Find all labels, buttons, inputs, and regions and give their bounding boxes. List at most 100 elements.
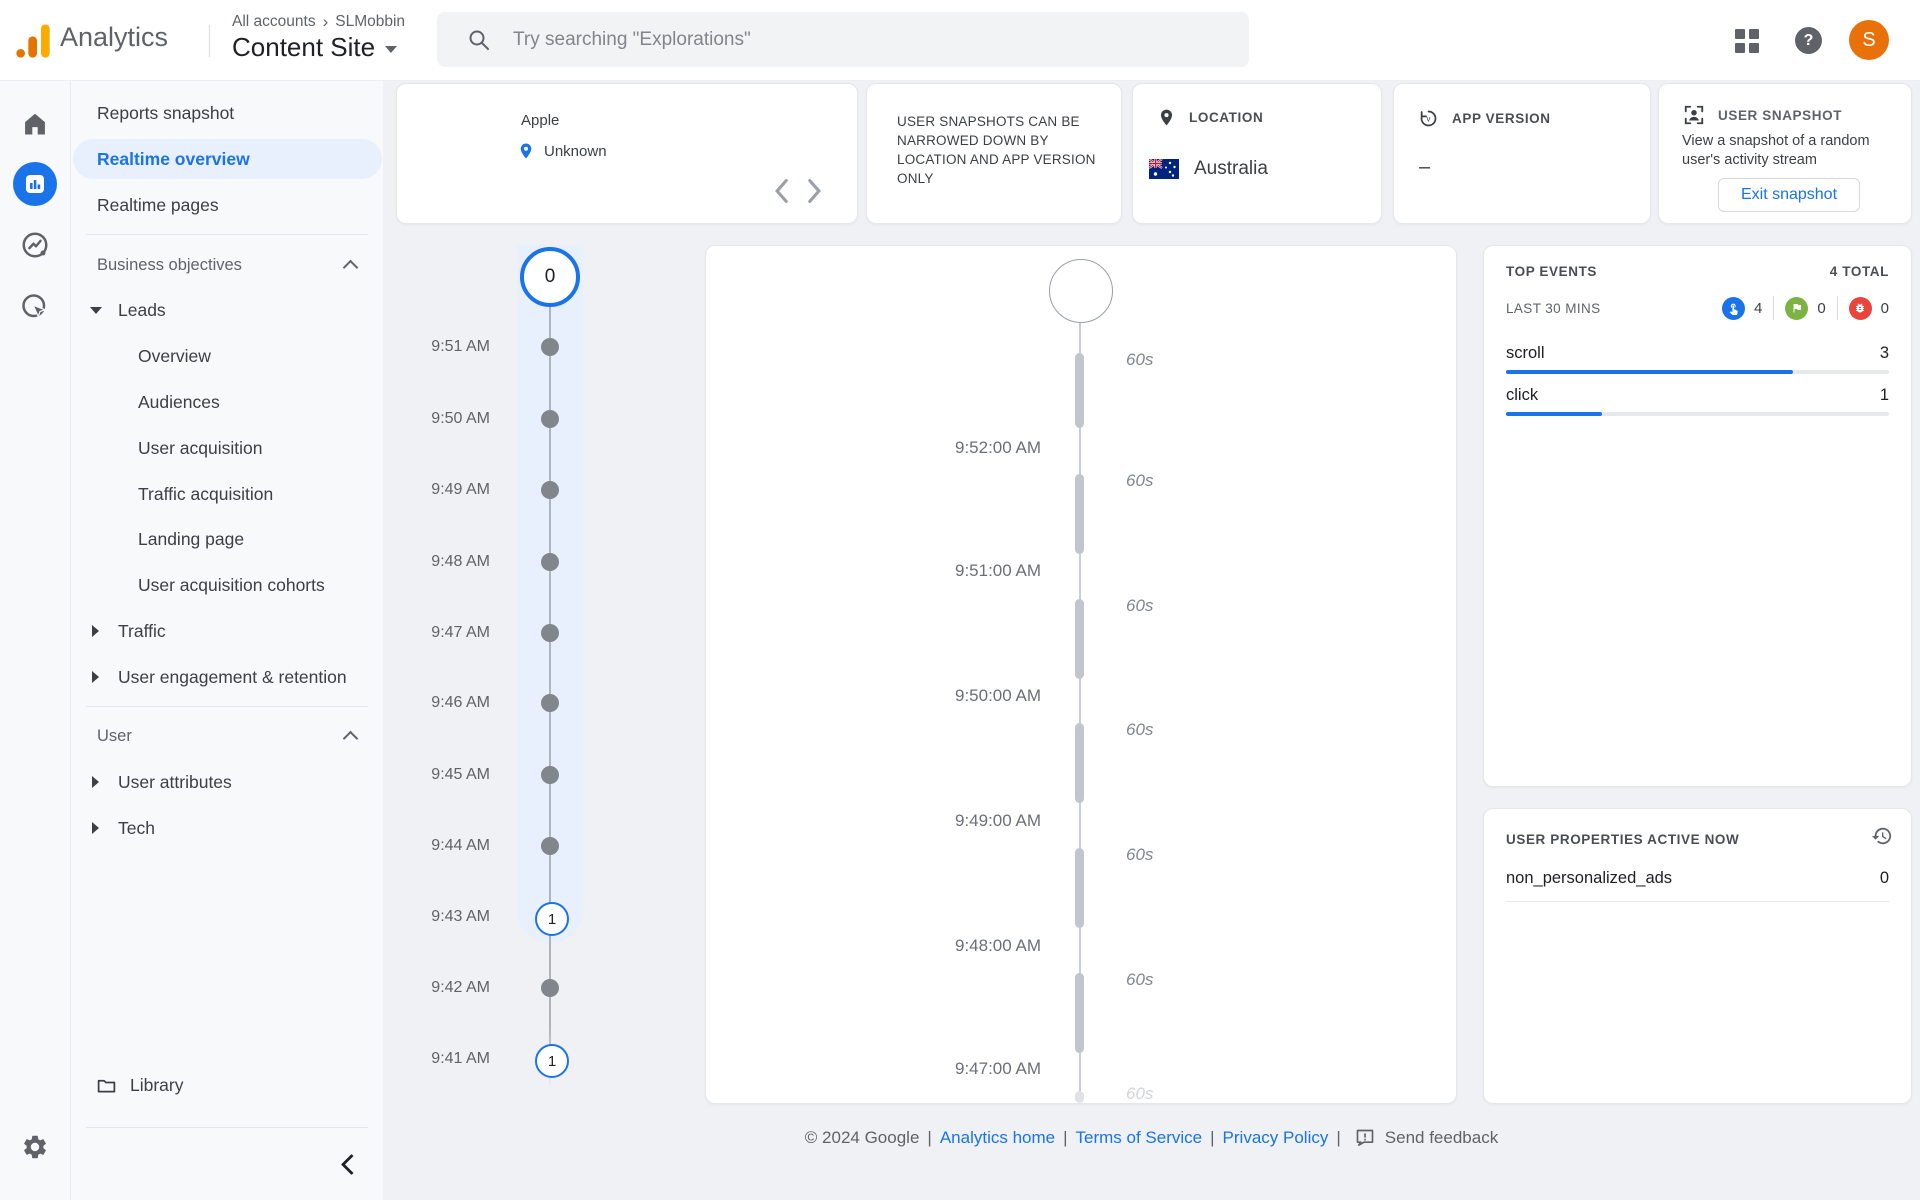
minute-dot[interactable] bbox=[541, 338, 559, 356]
avatar[interactable]: S bbox=[1849, 20, 1889, 60]
minute-dot[interactable] bbox=[541, 624, 559, 642]
minute-dot[interactable] bbox=[541, 410, 559, 428]
minute-event-count[interactable]: 1 bbox=[535, 902, 569, 936]
event-bar-track bbox=[1506, 370, 1889, 374]
minute-dot[interactable] bbox=[541, 481, 559, 499]
bug-count: 0 bbox=[1880, 299, 1889, 317]
footer-separator: | bbox=[1063, 1128, 1068, 1147]
property-name[interactable]: Content Site bbox=[232, 32, 376, 62]
minute-dot[interactable] bbox=[541, 979, 559, 997]
caret-right-icon[interactable] bbox=[92, 776, 99, 788]
home-icon[interactable] bbox=[0, 110, 70, 138]
caret-right-icon[interactable] bbox=[92, 822, 99, 834]
sidebar-group-leads[interactable]: Leads bbox=[70, 290, 383, 330]
sidebar-item-landing-page[interactable]: Landing page bbox=[70, 519, 383, 559]
touch-icon bbox=[1721, 296, 1745, 320]
current-minute-count[interactable]: 0 bbox=[520, 247, 580, 307]
australia-flag-icon bbox=[1149, 159, 1179, 179]
search-input[interactable] bbox=[511, 27, 1155, 52]
interval-duration-label: 60s bbox=[1126, 720, 1154, 739]
location-value: Australia bbox=[1194, 158, 1268, 179]
sidebar-item-user-acquisition-cohorts[interactable]: User acquisition cohorts bbox=[70, 565, 383, 605]
event-name: scroll bbox=[1506, 344, 1545, 362]
group-label: Tech bbox=[118, 817, 155, 838]
exit-snapshot-button[interactable]: Exit snapshot bbox=[1718, 178, 1860, 212]
sidebar-item-label: User acquisition cohorts bbox=[138, 574, 325, 595]
next-arrow-icon[interactable] bbox=[807, 178, 823, 204]
section-user[interactable]: User bbox=[70, 716, 383, 756]
collapse-sidebar-icon[interactable] bbox=[340, 1153, 363, 1176]
stream-interval-bar bbox=[1075, 599, 1084, 679]
stream-time-tick: 9:48:00 AM bbox=[954, 936, 1041, 955]
section-business-objectives[interactable]: Business objectives bbox=[70, 245, 383, 285]
sidebar-item-overview[interactable]: Overview bbox=[70, 336, 383, 376]
footer-link-privacy[interactable]: Privacy Policy bbox=[1222, 1128, 1329, 1147]
sidebar-item-label: Reports snapshot bbox=[97, 102, 235, 123]
footer-separator: | bbox=[1210, 1128, 1215, 1147]
group-label: Leads bbox=[118, 299, 166, 320]
minute-dot[interactable] bbox=[541, 553, 559, 571]
sidebar-item-traffic-acquisition[interactable]: Traffic acquisition bbox=[70, 474, 383, 514]
activity-stream-card: 60s 60s 60s 60s 60s 60s 60s 9:52:00 AM 9… bbox=[705, 245, 1457, 1104]
settings-gear-icon[interactable] bbox=[0, 1133, 70, 1161]
sidebar-group-user-attributes[interactable]: User attributes bbox=[70, 762, 383, 802]
group-label: User engagement & retention bbox=[118, 666, 347, 687]
minute-dot[interactable] bbox=[541, 766, 559, 784]
history-icon[interactable] bbox=[1871, 825, 1893, 847]
breadcrumb-account[interactable]: SLMobbin bbox=[335, 13, 406, 30]
minute-label: 9:42 AM bbox=[431, 979, 490, 996]
sidebar-group-tech[interactable]: Tech bbox=[70, 808, 383, 848]
apps-grid-icon[interactable] bbox=[1735, 29, 1759, 53]
group-label: User attributes bbox=[118, 771, 232, 792]
flag-icon bbox=[1785, 296, 1809, 320]
stream-time-tick: 9:50:00 AM bbox=[954, 686, 1041, 705]
app-version-filter-card[interactable]: v APP VERSION – bbox=[1393, 83, 1651, 224]
snapshot-notice-card: USER SNAPSHOTS CAN BE NARROWED DOWN BY L… bbox=[866, 83, 1122, 224]
minute-event-count[interactable]: 1 bbox=[535, 1044, 569, 1078]
footer-link-analytics-home[interactable]: Analytics home bbox=[939, 1128, 1056, 1147]
event-value: 1 bbox=[1879, 386, 1889, 404]
minute-dot[interactable] bbox=[541, 694, 559, 712]
footer-link-terms[interactable]: Terms of Service bbox=[1075, 1128, 1203, 1147]
sidebar-item-realtime-overview[interactable]: Realtime overview bbox=[70, 139, 383, 179]
bug-icon bbox=[1848, 296, 1872, 320]
reports-icon-active[interactable] bbox=[13, 162, 57, 206]
breadcrumb-root[interactable]: All accounts bbox=[232, 13, 316, 30]
event-name: click bbox=[1506, 386, 1539, 404]
footer-separator: | bbox=[927, 1128, 932, 1147]
sidebar-group-user-engagement[interactable]: User engagement & retention bbox=[70, 657, 383, 697]
group-label: Traffic bbox=[118, 620, 166, 641]
caret-right-icon[interactable] bbox=[92, 625, 99, 637]
property-selector[interactable]: Content Site bbox=[232, 32, 398, 63]
interval-duration-label: 60s bbox=[1126, 845, 1154, 864]
footer-feedback[interactable]: Send feedback bbox=[1384, 1128, 1499, 1147]
user-properties-title: USER PROPERTIES ACTIVE NOW bbox=[1506, 832, 1740, 847]
search-bar[interactable] bbox=[437, 12, 1249, 67]
caret-down-icon[interactable] bbox=[90, 306, 102, 314]
location-filter-card[interactable]: LOCATION Australia bbox=[1132, 83, 1382, 224]
sidebar-item-label: User acquisition bbox=[138, 437, 263, 458]
user-property-value: 0 bbox=[1879, 869, 1889, 887]
stream-interval-bar bbox=[1075, 474, 1084, 554]
caret-right-icon[interactable] bbox=[92, 671, 99, 683]
minute-dot[interactable] bbox=[541, 837, 559, 855]
top-events-total: 4 TOTAL bbox=[1829, 264, 1889, 279]
sidebar-item-audiences[interactable]: Audiences bbox=[70, 382, 383, 422]
minute-label: 9:44 AM bbox=[431, 837, 490, 854]
prev-arrow-icon[interactable] bbox=[773, 178, 789, 204]
folder-icon bbox=[97, 1079, 116, 1093]
explore-icon[interactable] bbox=[0, 230, 70, 260]
breadcrumb[interactable]: All accounts › SLMobbin bbox=[232, 12, 405, 32]
location-pin-icon bbox=[520, 143, 532, 159]
sidebar-group-traffic[interactable]: Traffic bbox=[70, 611, 383, 651]
sidebar-item-user-acquisition[interactable]: User acquisition bbox=[70, 428, 383, 468]
chevron-up-icon bbox=[342, 730, 359, 747]
sidebar-item-library[interactable]: Library bbox=[70, 1065, 383, 1105]
sidebar-item-reports-snapshot[interactable]: Reports snapshot bbox=[70, 93, 383, 133]
sidebar-item-label: Overview bbox=[138, 345, 211, 366]
counter-divider bbox=[1773, 296, 1775, 320]
sidebar-item-realtime-pages[interactable]: Realtime pages bbox=[70, 185, 383, 225]
help-icon[interactable]: ? bbox=[1795, 27, 1822, 54]
advertising-icon[interactable] bbox=[0, 292, 70, 322]
sidebar-item-label: Realtime pages bbox=[97, 194, 219, 215]
